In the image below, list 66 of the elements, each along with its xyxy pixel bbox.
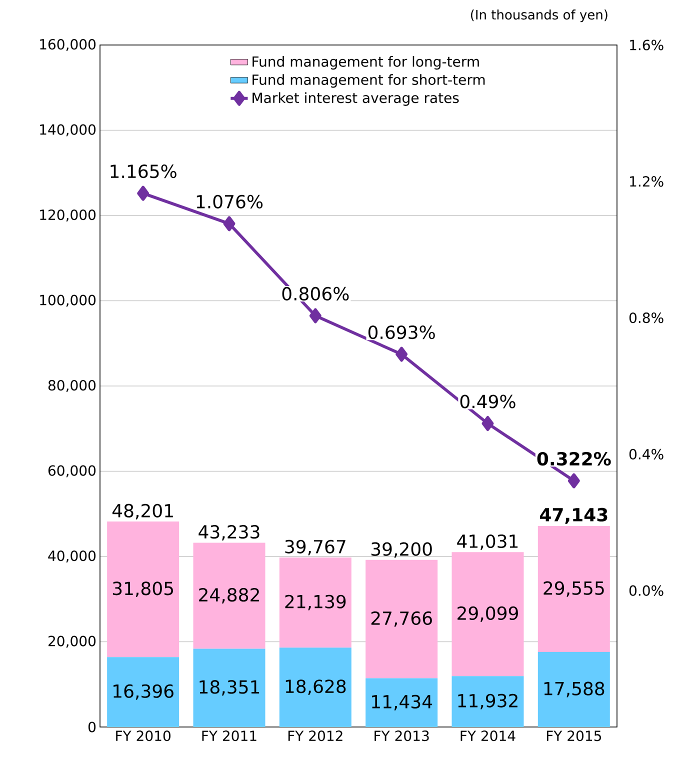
y-tick-label: 160,000 <box>40 38 96 52</box>
bar <box>107 657 180 727</box>
x-tick-label: FY 2013 <box>374 730 429 742</box>
text: (In thousands of yen) <box>470 10 608 22</box>
legend-label: Market interest average rates <box>252 92 459 106</box>
bar <box>538 526 610 652</box>
x-tick-label: FY 2015 <box>546 730 602 742</box>
y-tick-label: 120,000 <box>40 209 96 222</box>
y2-tick-label: 1.6% <box>630 40 664 50</box>
data-label: 17,588 <box>544 682 604 698</box>
y-tick-label: 140,000 <box>40 124 96 136</box>
y-tick-label: 100,000 <box>40 294 96 307</box>
total-label: 39,200 <box>371 542 432 558</box>
data-label: 11,932 <box>458 694 518 710</box>
bar <box>366 678 438 727</box>
y2-tick-label: 0.4% <box>629 448 664 460</box>
data-label: 24,882 <box>199 588 259 604</box>
data-label: 29,099 <box>458 606 518 622</box>
point <box>396 346 408 362</box>
point <box>223 216 236 232</box>
legend-label: Fund management for long-term <box>252 56 479 70</box>
y2-tick-label: 0.0% <box>629 585 664 596</box>
bar <box>279 648 352 727</box>
bar <box>193 648 266 727</box>
x-tick-label: FY 2010 <box>116 730 170 742</box>
point <box>137 186 150 201</box>
data-label: 11,434 <box>372 694 432 710</box>
x-tick-label: FY 2011 <box>202 730 256 742</box>
bar <box>193 542 266 649</box>
total-label: 47,143 <box>540 508 608 524</box>
data-label: 0.49% <box>460 394 516 408</box>
y-tick-label: 80,000 <box>48 380 96 392</box>
data-label: 0.322% <box>537 452 611 466</box>
data-label: 21,139 <box>285 594 346 610</box>
data-label: 27,766 <box>371 611 432 627</box>
total-label: 39,767 <box>285 540 346 556</box>
point <box>309 308 322 324</box>
point <box>482 416 494 432</box>
point <box>568 473 580 488</box>
y-tick-label: 40,000 <box>48 550 96 563</box>
total-label: 43,233 <box>198 525 260 541</box>
y-tick-label: 20,000 <box>48 636 96 648</box>
bar <box>279 557 352 648</box>
y2-tick-label: 1.2% <box>630 176 664 187</box>
data-label: 1.165% <box>110 164 176 178</box>
y2-tick-label: 0.8% <box>629 312 664 324</box>
data-label: 18,351 <box>200 680 260 696</box>
x-tick-label: FY 2012 <box>288 730 342 742</box>
data-label: 0.806% <box>282 286 349 301</box>
data-label: 31,805 <box>112 582 173 598</box>
total-label: 48,201 <box>112 504 173 520</box>
data-label: 29,555 <box>544 581 604 597</box>
bar <box>452 676 524 727</box>
data-label: 16,396 <box>114 684 174 700</box>
legend-label: Fund management for short-term <box>252 74 485 88</box>
data-label: 0.693% <box>368 325 435 340</box>
data-label: 1.076% <box>196 194 263 208</box>
y-tick-label: 60,000 <box>48 465 96 478</box>
x-tick-label: FY 2014 <box>460 730 516 742</box>
bar <box>366 560 438 678</box>
bar <box>538 652 610 727</box>
total-label: 41,031 <box>457 534 518 550</box>
bar <box>452 552 524 676</box>
y-tick-label: 0 <box>88 722 96 732</box>
data-label: 18,628 <box>286 680 346 696</box>
bar <box>107 522 180 658</box>
